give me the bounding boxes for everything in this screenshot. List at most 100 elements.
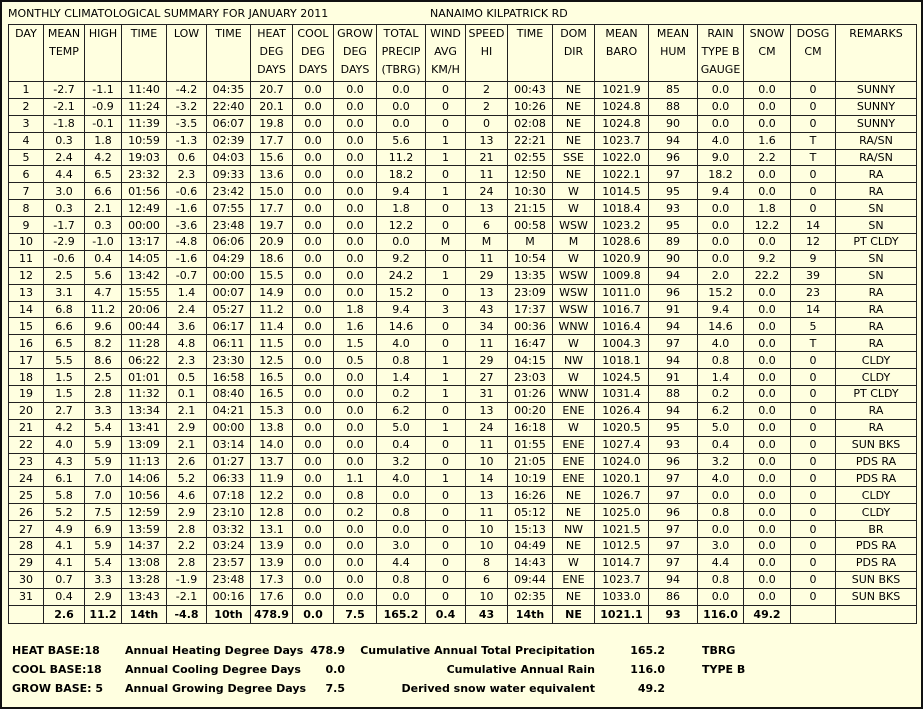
total-value: -4.8 [174, 607, 199, 621]
cell: 0.5 [166, 368, 207, 387]
cell: 97 [648, 334, 698, 353]
cell: 09:44 [507, 570, 553, 589]
cell: 1024.5 [594, 368, 649, 387]
cell: 10:54 [507, 249, 553, 268]
cell: 0.0 [743, 334, 791, 353]
cell: 4.7 [84, 283, 122, 302]
cell: 9 [8, 216, 44, 235]
footer-text: GROW BASE: 5 [12, 682, 104, 695]
cell: 15.0 [250, 182, 293, 201]
cell: 2.9 [84, 587, 122, 606]
cell: 15:13 [507, 520, 553, 539]
cell: 0 [790, 199, 836, 218]
cell: 2.4 [166, 300, 207, 319]
cell: 00:16 [206, 587, 251, 606]
cell: 17 [8, 351, 44, 370]
cell: 0 [790, 418, 836, 437]
header-line: CM [804, 45, 822, 58]
cell: 13:09 [121, 435, 167, 454]
cell: NE [552, 503, 595, 522]
cell: 0.0 [697, 587, 744, 606]
cell: 10:59 [121, 131, 167, 150]
cell: 13 [8, 283, 44, 302]
cell: 5.6 [84, 266, 122, 285]
cell: 16.5 [250, 385, 293, 403]
cell: 04:35 [206, 81, 251, 99]
cell: PT CLDY [835, 233, 917, 251]
cell: NE [552, 97, 595, 116]
cell: ENE [552, 435, 595, 454]
cell: 0.8 [376, 503, 426, 522]
data-row: 13 3.1 4.7 15:55 1.4 00:07 14.9 0.0 0.0 15.2 0 13 23… [8, 283, 917, 302]
cell: 17:37 [507, 300, 553, 319]
cell: 14:06 [121, 469, 167, 488]
footer-text: Annual Growing Degree Days [125, 682, 307, 695]
total-value: 0.4 [435, 607, 456, 621]
cell: 0 [790, 81, 836, 99]
cell: 0.0 [292, 131, 334, 150]
cell: 0.0 [743, 114, 791, 133]
footer-text: HEAT BASE:18 [12, 644, 100, 657]
cell: 4.0 [697, 469, 744, 488]
cell: 1 [425, 266, 466, 285]
cell: -2.1 [43, 97, 85, 116]
cell: 22.2 [743, 266, 791, 285]
cell: 0.0 [292, 165, 334, 184]
cell: 0.0 [333, 520, 377, 539]
cell: 06:06 [206, 233, 251, 251]
header-line: SPEED [468, 27, 505, 40]
cell: W [552, 249, 595, 268]
cell: 97 [648, 486, 698, 505]
cell: 2.1 [166, 401, 207, 420]
cell: 1020.1 [594, 469, 649, 488]
cell: 0.0 [292, 368, 334, 387]
cell: CLDY [835, 486, 917, 505]
cell: W [552, 553, 595, 572]
cell: 11:40 [121, 81, 167, 99]
cell: 0.0 [292, 520, 334, 539]
cell: 15.2 [697, 283, 744, 302]
total-cell: 116.0 [697, 604, 744, 624]
cell: 11.2 [250, 300, 293, 319]
cell: 0.0 [292, 283, 334, 302]
cell: 0.0 [292, 233, 334, 251]
cell: 24 [465, 418, 508, 437]
header-line: AVG [434, 45, 457, 58]
cell: 18.2 [376, 165, 426, 184]
cell: 96 [648, 503, 698, 522]
cell: 0 [790, 486, 836, 505]
cell: 4.3 [43, 452, 85, 471]
header-line: DOSG [796, 27, 830, 40]
cell: 01:01 [121, 368, 167, 387]
cell: 00:43 [507, 81, 553, 99]
total-cell: 0.0 [292, 604, 334, 624]
cell: -0.1 [84, 114, 122, 133]
column-header: HEAT DEG DAYS [250, 24, 293, 82]
cell: 1014.5 [594, 182, 649, 201]
cell: 0 [790, 570, 836, 589]
total-value: 49.2 [753, 607, 781, 621]
cell: 1011.0 [594, 283, 649, 302]
cell: 14.9 [250, 283, 293, 302]
data-row: 3 -1.8 -0.1 11:39 -3.5 06:07 19.8 0.0 0.0 0.0 0 0 02… [8, 114, 917, 133]
total-value: 478.9 [254, 607, 289, 621]
cell: 2.6 [166, 452, 207, 471]
cell: 0.0 [697, 199, 744, 218]
cell: RA [835, 165, 917, 184]
data-row: 26 5.2 7.5 12:59 2.9 23:10 12.8 0.0 0.2 0.8 0 11 05:… [8, 503, 917, 522]
cell: 00:07 [206, 283, 251, 302]
cell: 0.0 [292, 182, 334, 201]
cell: 89 [648, 233, 698, 251]
data-row: 17 5.5 8.6 06:22 2.3 23:30 12.5 0.0 0.5 0.8 1 29 04:… [8, 351, 917, 370]
cell: 12:49 [121, 199, 167, 218]
cell: 93 [648, 199, 698, 218]
cell: 0.0 [743, 165, 791, 184]
footer-text: TBRG [702, 644, 736, 657]
cell: 94 [648, 131, 698, 150]
cell: 4.9 [43, 520, 85, 539]
cell: 88 [648, 385, 698, 403]
cell: 6.5 [43, 334, 85, 353]
cell: 0.0 [292, 249, 334, 268]
cell: 06:17 [206, 317, 251, 336]
